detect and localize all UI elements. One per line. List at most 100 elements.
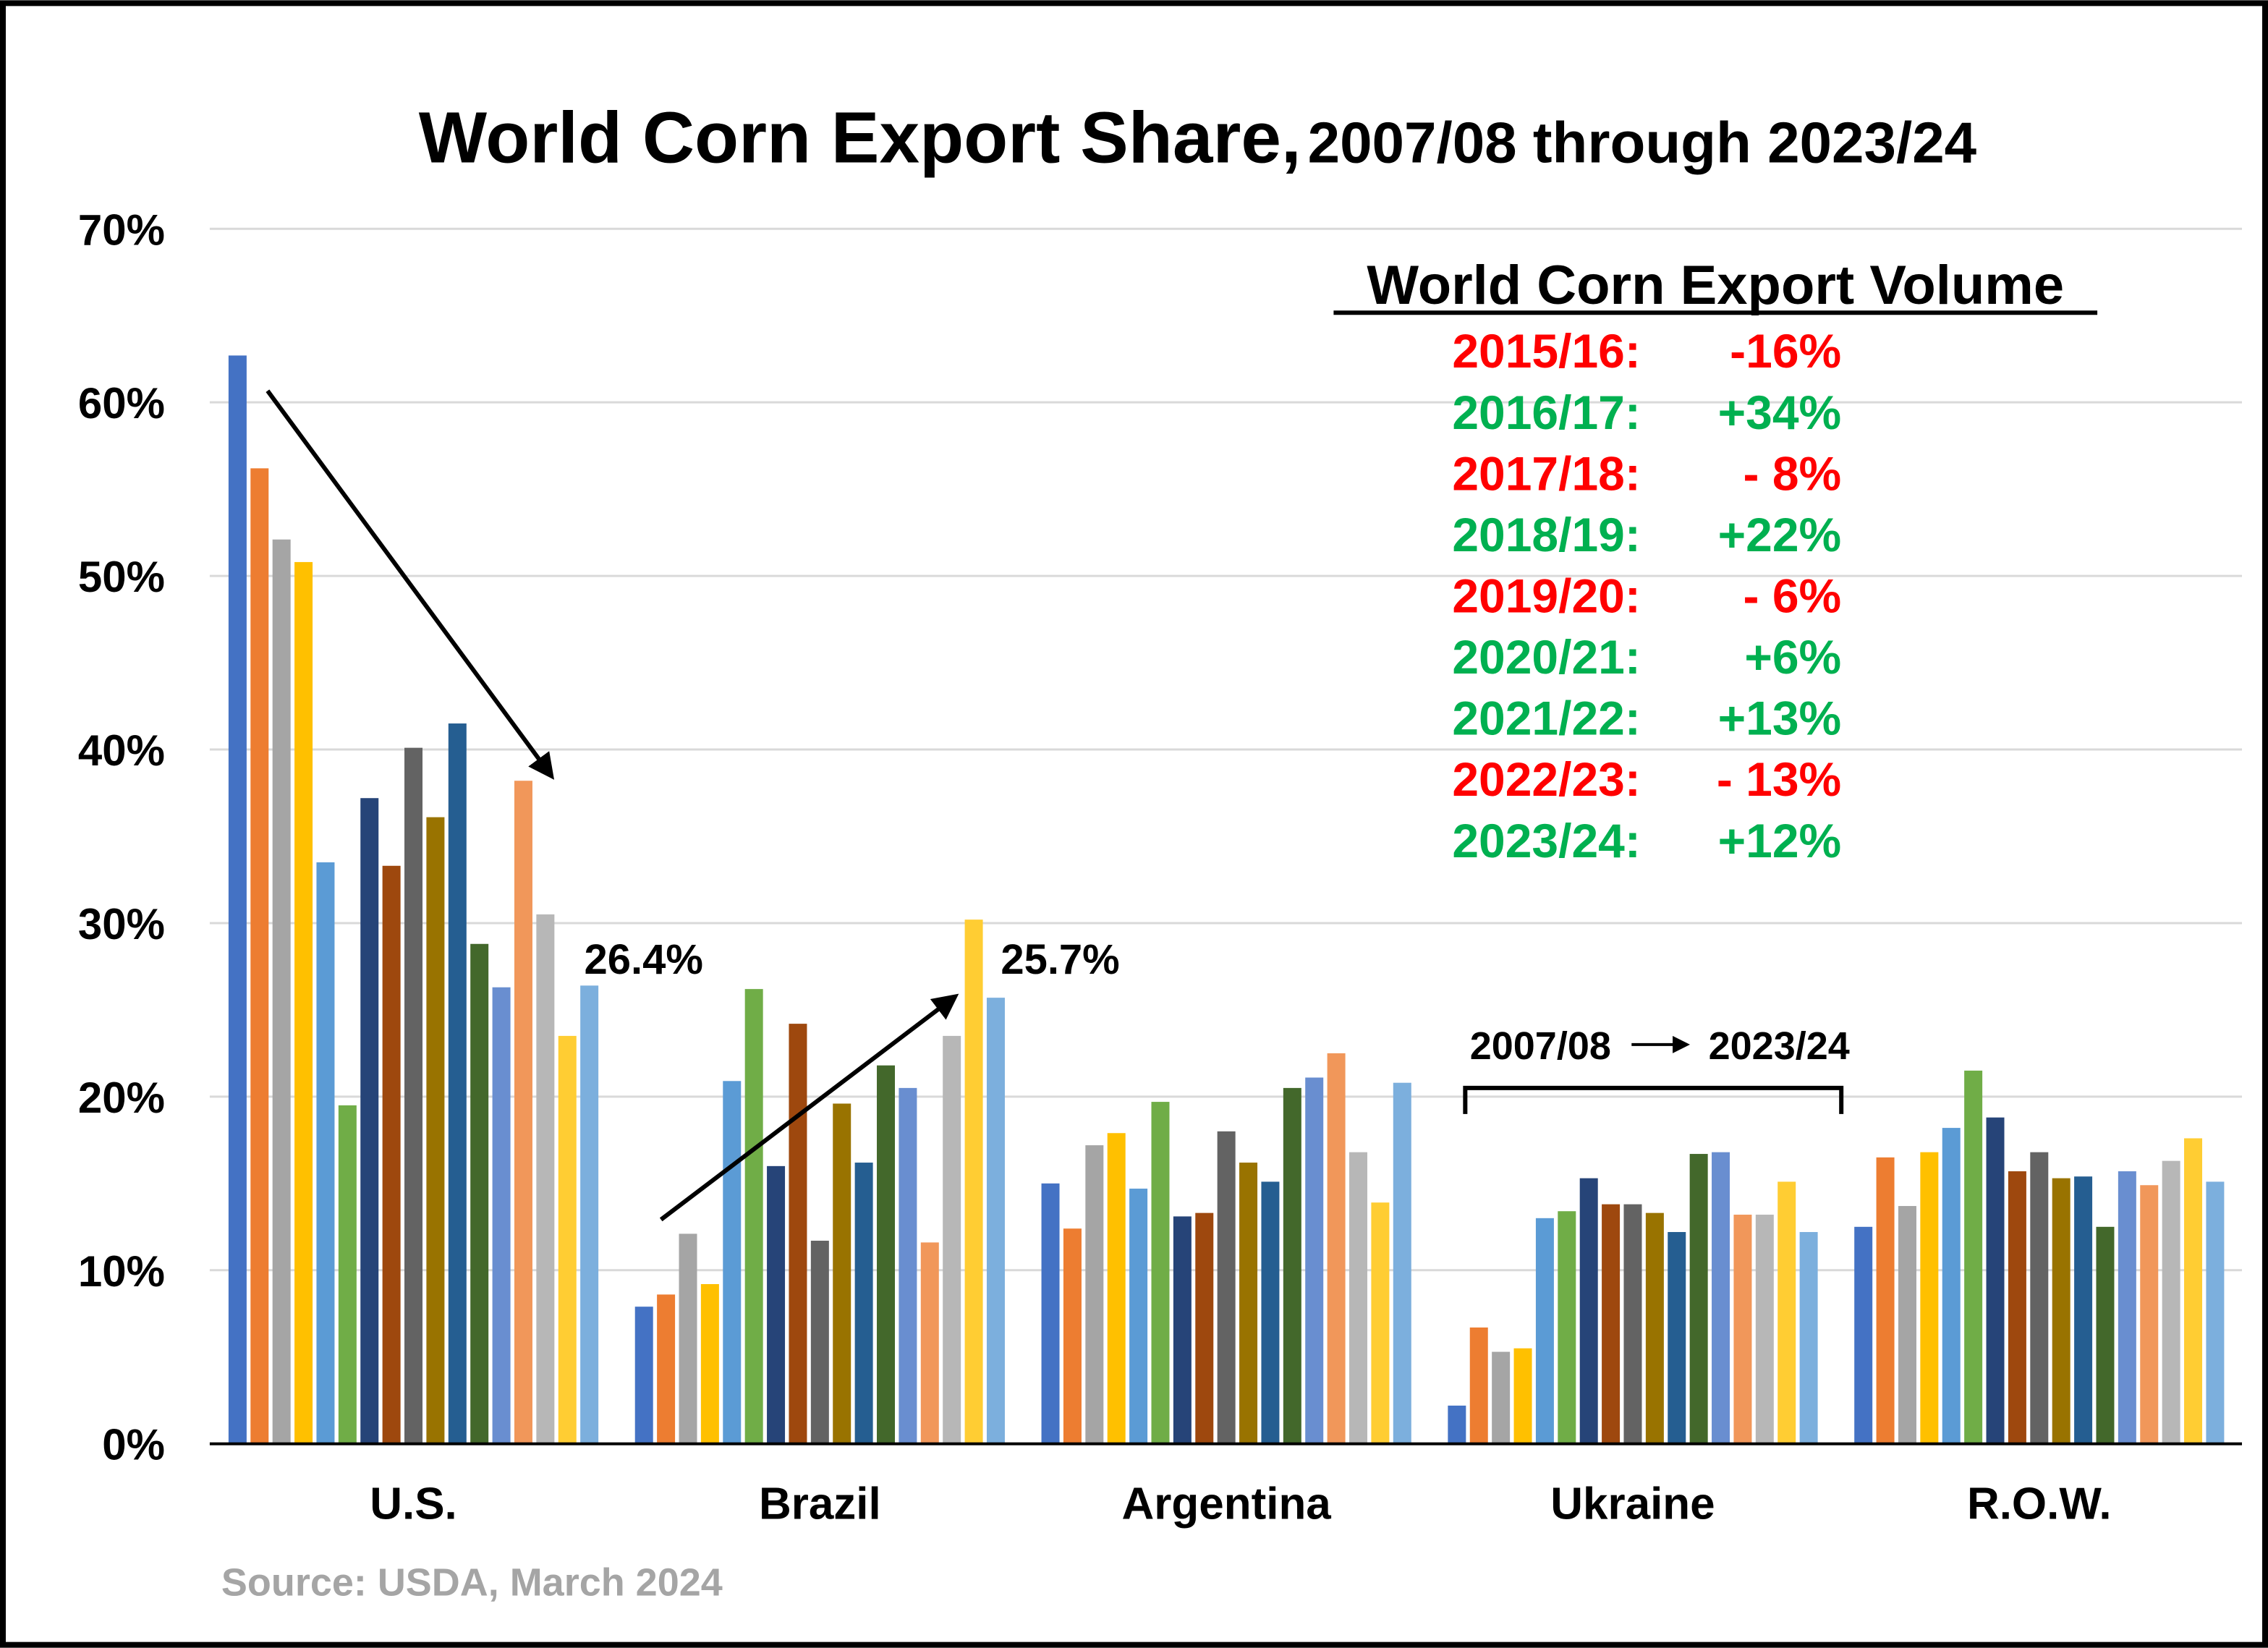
y-tick-label: 30% xyxy=(78,900,165,948)
bar xyxy=(964,919,983,1444)
bar xyxy=(426,817,445,1444)
volume-row-change: - 6% xyxy=(1744,569,1842,622)
range-from-label: 2007/08 xyxy=(1470,1024,1611,1068)
volume-row-year: 2022/23: xyxy=(1452,752,1640,806)
bar xyxy=(448,723,467,1444)
volume-row-year: 2016/17: xyxy=(1452,386,1640,439)
volume-row-year: 2017/18: xyxy=(1452,446,1640,500)
bar xyxy=(657,1294,676,1444)
bar xyxy=(2008,1171,2026,1444)
bar xyxy=(1986,1117,2005,1444)
bar xyxy=(679,1233,697,1444)
bar xyxy=(723,1081,742,1444)
ukraine-range-annotation: 2007/08 2023/24 xyxy=(1463,1024,1850,1114)
bar xyxy=(1799,1232,1818,1444)
bar xyxy=(316,862,335,1444)
x-category-label: Brazil xyxy=(759,1479,881,1529)
bar xyxy=(1558,1211,1576,1444)
bar xyxy=(767,1165,786,1444)
bar xyxy=(2118,1171,2136,1444)
volume-row-year: 2018/19: xyxy=(1452,508,1640,561)
volume-row-year: 2020/21: xyxy=(1452,630,1640,684)
bar xyxy=(514,781,532,1444)
bar xyxy=(2052,1178,2070,1444)
x-category-label: Argentina xyxy=(1122,1479,1332,1529)
y-tick-label: 0% xyxy=(102,1421,165,1469)
volume-table-title: World Corn Export Volume xyxy=(1367,255,2064,316)
volume-row-change: +13% xyxy=(1718,692,1842,745)
bar xyxy=(833,1103,851,1444)
bar xyxy=(382,865,401,1444)
volume-row-change: +12% xyxy=(1718,814,1842,867)
bar xyxy=(404,747,423,1444)
bar xyxy=(2074,1176,2093,1444)
bar xyxy=(1393,1082,1411,1444)
y-tick-label: 70% xyxy=(78,205,165,254)
bar xyxy=(580,985,599,1444)
volume-row-change: -16% xyxy=(1730,324,1841,378)
bar xyxy=(2206,1181,2225,1444)
bar xyxy=(1195,1212,1214,1444)
bar xyxy=(1920,1152,1939,1444)
bar xyxy=(1668,1232,1686,1444)
bar xyxy=(1755,1215,1774,1444)
volume-table: World Corn Export Volume 2015/16: -16% 201… xyxy=(1333,255,2098,867)
bar xyxy=(536,914,555,1444)
y-axis-ticks: 0% 10% 20% 30% 40% 50% 60% 70% xyxy=(78,205,165,1469)
bar xyxy=(1448,1405,1466,1444)
bar xyxy=(272,539,291,1444)
brazil-increase-arrow xyxy=(659,993,959,1222)
bar xyxy=(1173,1216,1192,1444)
y-tick-label: 10% xyxy=(78,1247,165,1296)
title-main: World Corn Export Share, xyxy=(419,98,1301,178)
bar xyxy=(1305,1077,1324,1444)
bar xyxy=(789,1024,807,1444)
volume-row-change: - 8% xyxy=(1744,446,1842,500)
bar xyxy=(1535,1218,1554,1444)
y-tick-label: 20% xyxy=(78,1074,165,1122)
volume-row-year: 2015/16: xyxy=(1452,324,1640,378)
volume-row-change: - 13% xyxy=(1717,752,1841,806)
bar xyxy=(1239,1163,1258,1444)
bar xyxy=(1217,1131,1236,1444)
source-note: Source: USDA, March 2024 xyxy=(221,1561,723,1605)
bar xyxy=(1942,1128,1961,1444)
bar xyxy=(250,468,269,1444)
bar xyxy=(1733,1215,1752,1444)
bar xyxy=(1778,1181,1796,1444)
bar xyxy=(943,1035,961,1444)
bar xyxy=(2096,1226,2115,1444)
bar xyxy=(1602,1204,1621,1444)
bar xyxy=(2140,1185,2159,1444)
bar xyxy=(1689,1154,1708,1444)
volume-row-year: 2019/20: xyxy=(1452,569,1640,622)
y-tick-label: 50% xyxy=(78,553,165,601)
bar xyxy=(1492,1351,1511,1444)
volume-row-year: 2023/24: xyxy=(1452,814,1640,867)
bar xyxy=(1645,1212,1664,1444)
bar xyxy=(1107,1133,1126,1444)
bar xyxy=(1371,1202,1390,1444)
bars xyxy=(228,355,2225,1444)
bar xyxy=(1151,1102,1170,1444)
bar xyxy=(1063,1228,1082,1444)
bar xyxy=(1876,1157,1895,1444)
bar xyxy=(1261,1181,1280,1444)
volume-row-change: +22% xyxy=(1718,508,1842,561)
bar xyxy=(854,1163,873,1444)
bar xyxy=(294,561,313,1444)
title-sub: 2007/08 through 2023/24 xyxy=(1308,110,1977,174)
bar xyxy=(899,1087,917,1444)
x-category-label: U.S. xyxy=(370,1479,457,1529)
bar xyxy=(1964,1070,1983,1444)
bar xyxy=(1041,1183,1060,1444)
x-category-label: R.O.W. xyxy=(1967,1479,2112,1529)
chart-title: World Corn Export Share, 2007/08 through… xyxy=(419,98,1977,178)
bar xyxy=(228,355,247,1444)
range-bracket xyxy=(1463,1085,1844,1114)
bar xyxy=(1469,1327,1488,1444)
bar xyxy=(744,989,763,1444)
x-axis-categories: U.S. Brazil Argentina Ukraine R.O.W. xyxy=(370,1479,2111,1529)
volume-row-change: +34% xyxy=(1718,386,1842,439)
bar xyxy=(1283,1087,1301,1444)
